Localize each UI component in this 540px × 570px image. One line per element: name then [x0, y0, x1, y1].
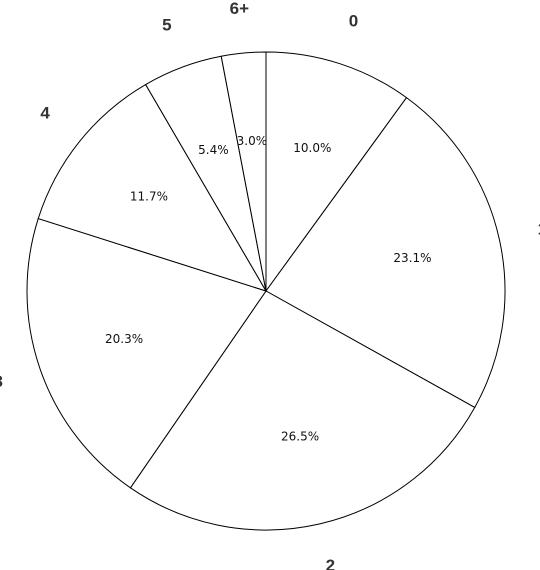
pie-slice-2	[129, 290, 476, 531]
percent-label: 11.7%	[130, 190, 168, 204]
category-label: 2	[326, 556, 335, 570]
percent-label: 5.4%	[198, 143, 229, 157]
pie-slice-0	[265, 51, 408, 293]
category-label: 5	[162, 15, 171, 34]
percent-label: 20.3%	[105, 332, 143, 346]
percent-label: 3.0%	[237, 134, 268, 148]
pie-slice-6plus	[220, 51, 267, 292]
category-label: 1	[538, 220, 540, 239]
pie-slice-3	[26, 217, 267, 489]
percent-label: 10.0%	[293, 141, 331, 155]
category-label: 0	[349, 11, 358, 30]
category-label: 3	[0, 372, 3, 391]
percent-label: 26.5%	[281, 430, 319, 444]
category-label: 4	[40, 104, 50, 123]
percent-labels: 10.0% 23.1% 26.5% 20.3% 11.7% 5.4% 3.0%	[105, 134, 432, 443]
pie-slice-1	[265, 96, 506, 409]
category-label: 6+	[230, 0, 249, 18]
percent-label: 23.1%	[393, 251, 431, 265]
pie-slice-4	[37, 83, 268, 292]
pie-slices	[26, 51, 506, 531]
